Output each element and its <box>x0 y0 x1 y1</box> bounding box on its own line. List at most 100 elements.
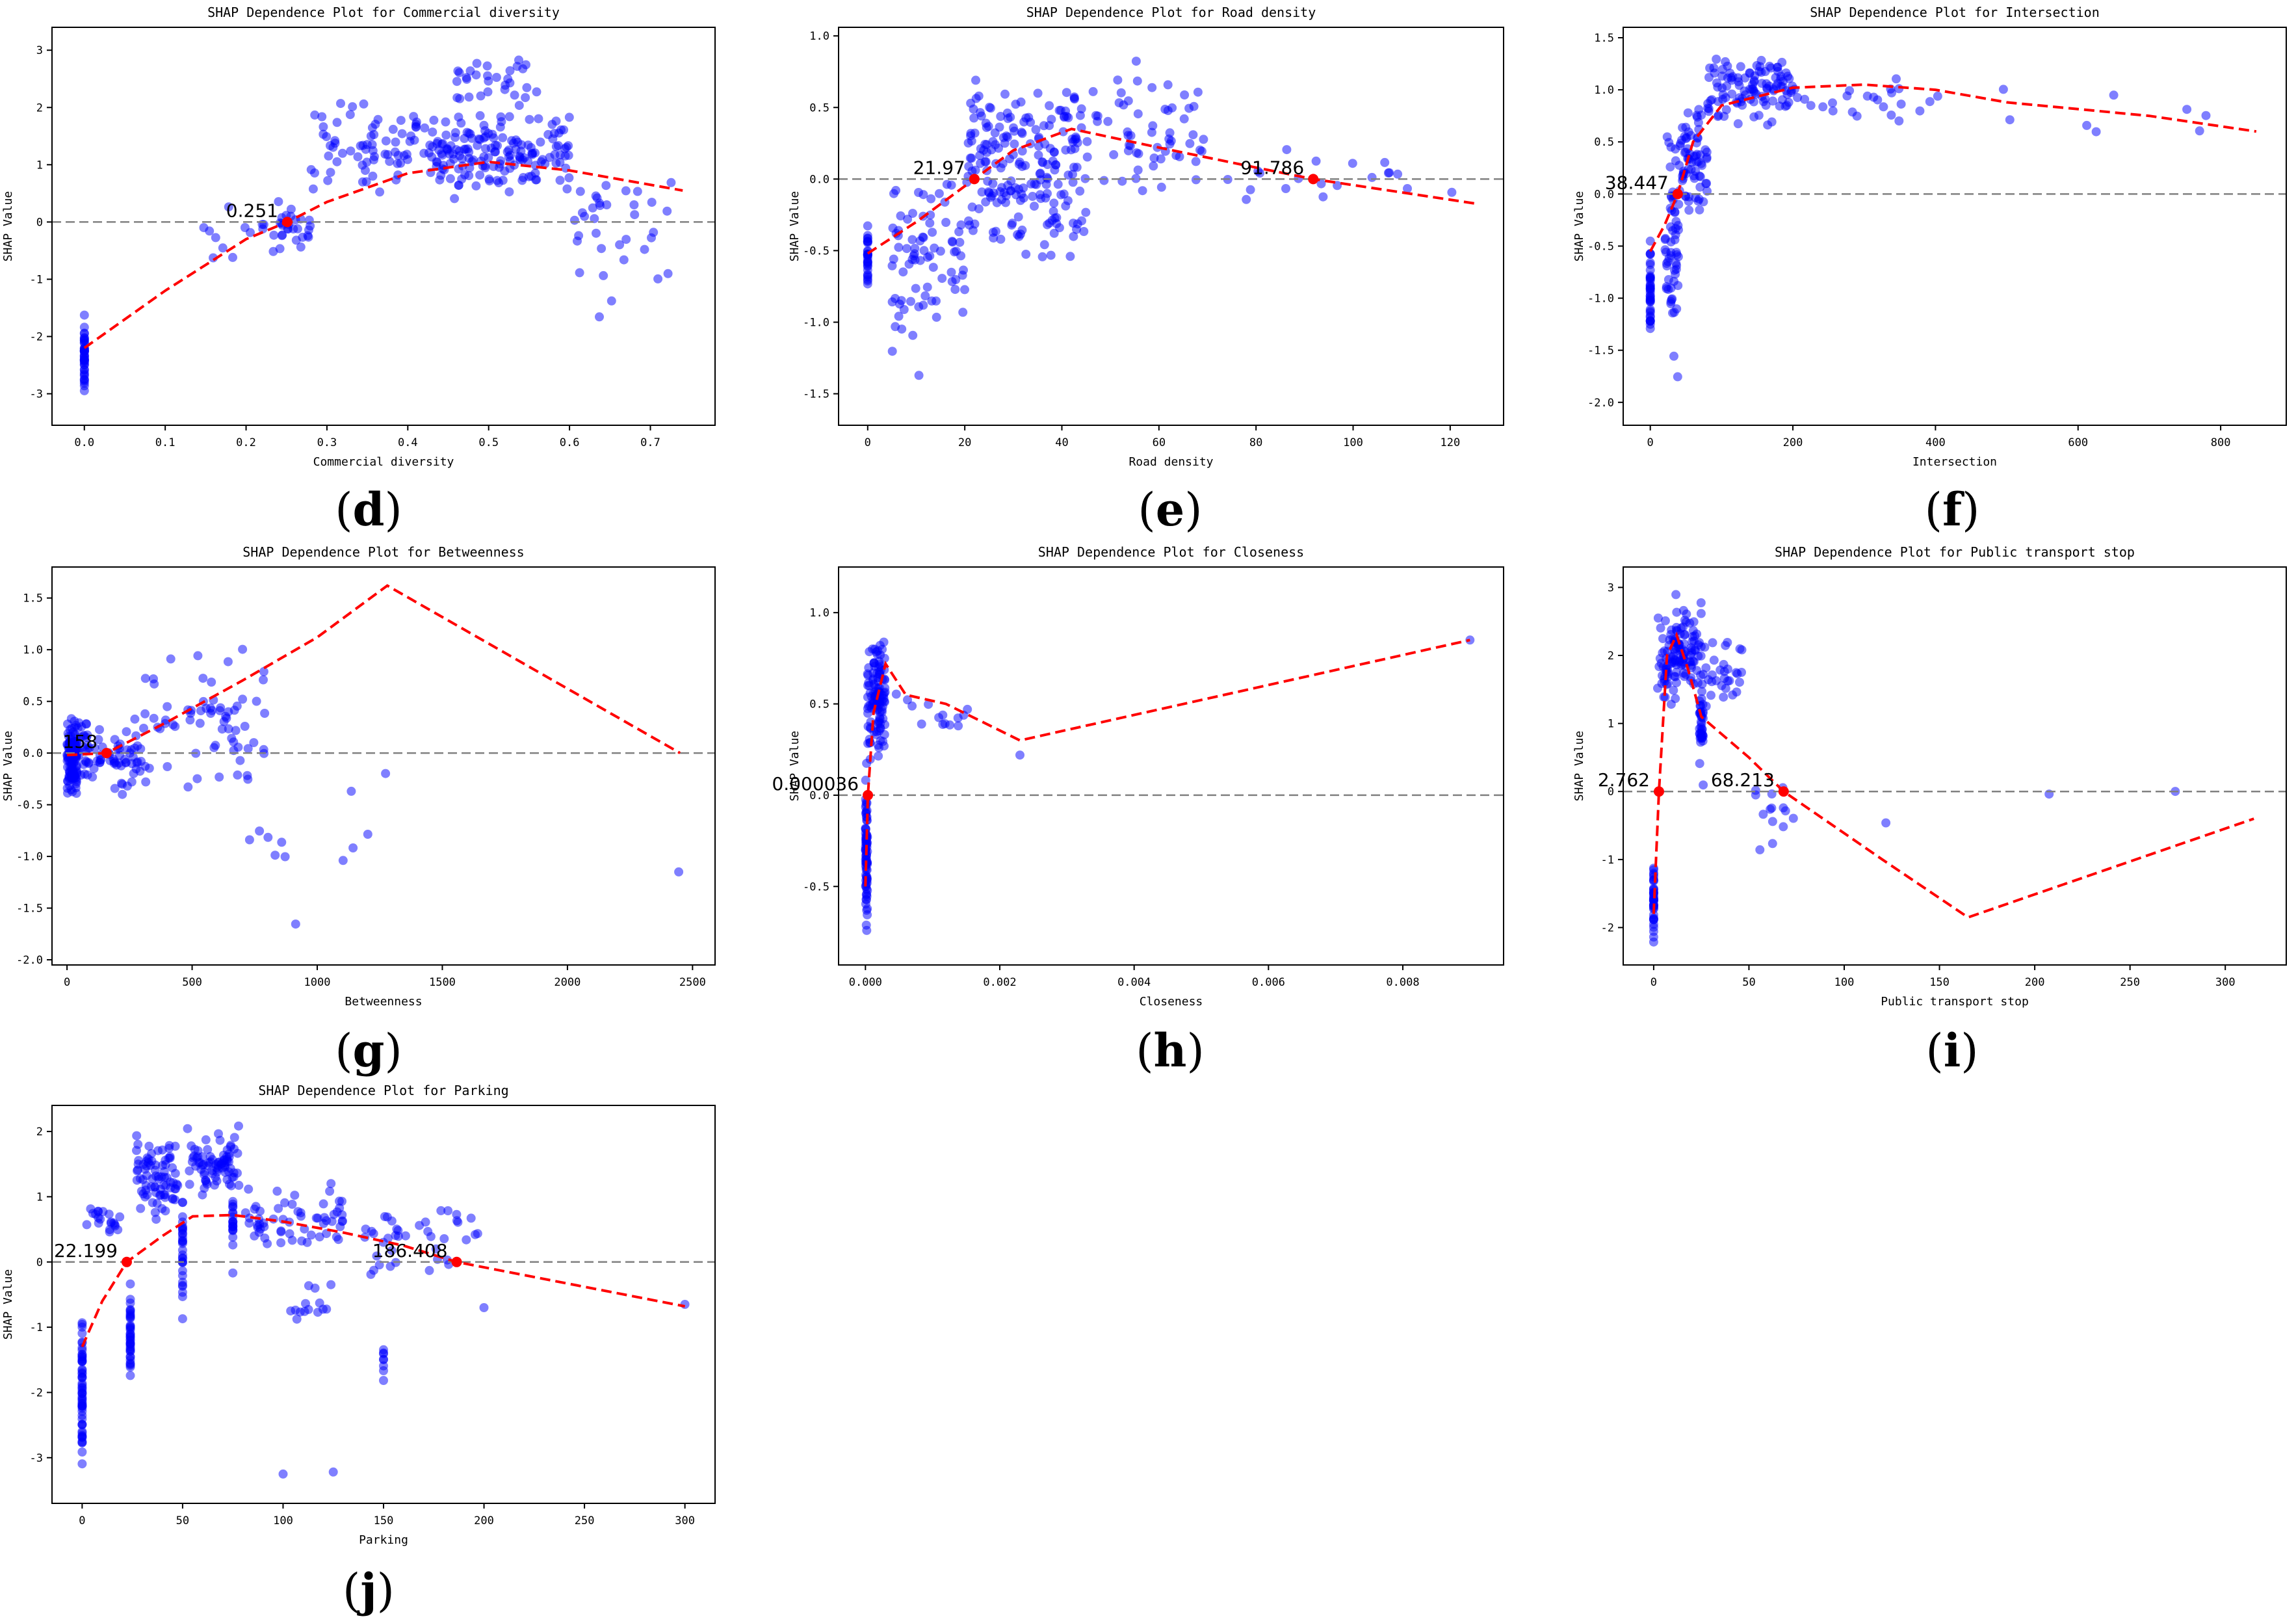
data-point <box>1695 205 1704 215</box>
data-point <box>195 719 205 728</box>
data-point <box>140 709 150 719</box>
data-point <box>203 1144 213 1154</box>
data-point <box>1925 97 1935 107</box>
data-point <box>551 142 561 152</box>
data-point <box>332 118 342 127</box>
data-point <box>83 740 92 750</box>
data-point <box>965 153 975 163</box>
data-point <box>1656 623 1665 633</box>
data-point <box>201 1135 211 1144</box>
data-point <box>67 761 77 771</box>
data-point <box>1017 129 1027 139</box>
data-point <box>527 150 537 159</box>
data-point <box>1663 665 1672 674</box>
data-point <box>1076 123 1086 133</box>
data-point <box>1680 630 1689 640</box>
data-point <box>1779 822 1788 832</box>
data-point <box>629 200 639 209</box>
data-point <box>276 1238 286 1248</box>
chart-title: SHAP Dependence Plot for Road density <box>1026 5 1316 20</box>
chart-title: SHAP Dependence Plot for Closeness <box>1038 544 1304 560</box>
data-point <box>1696 598 1706 607</box>
data-point <box>1708 638 1717 648</box>
data-point <box>548 134 558 144</box>
data-point <box>366 131 376 141</box>
data-point <box>348 843 358 852</box>
caption-paren-close: ) <box>1962 483 1979 536</box>
data-point <box>906 297 915 306</box>
data-point <box>1017 162 1027 172</box>
data-point <box>244 1219 254 1228</box>
data-point <box>562 142 571 152</box>
y-tick-label: 1.5 <box>1594 32 1614 45</box>
data-point <box>1704 107 1714 116</box>
data-point <box>1079 227 1089 236</box>
data-point <box>2195 126 2204 136</box>
data-point <box>938 720 948 730</box>
data-point <box>1058 127 1068 137</box>
data-point <box>494 178 504 187</box>
data-point <box>1645 297 1655 307</box>
data-point <box>216 703 226 713</box>
data-point <box>285 1229 294 1239</box>
data-point <box>1175 152 1184 161</box>
data-point <box>947 237 957 246</box>
y-axis-label: SHAP Value <box>1 731 15 801</box>
zero-crossing-label: 38.447 <box>1605 172 1669 193</box>
data-point <box>1684 205 1694 215</box>
data-point <box>1653 683 1662 693</box>
data-point <box>2201 111 2211 120</box>
data-point <box>525 114 534 124</box>
x-tick-label: 800 <box>2211 436 2231 449</box>
data-point <box>212 1176 222 1186</box>
data-point <box>530 168 540 178</box>
data-point <box>1697 687 1706 696</box>
data-point <box>1131 174 1141 183</box>
y-tick-label: 0.0 <box>809 173 829 186</box>
data-point <box>1768 96 1778 106</box>
data-point <box>511 144 521 154</box>
data-point <box>313 1213 322 1223</box>
data-point <box>874 751 883 761</box>
data-point <box>375 187 385 197</box>
data-point <box>359 99 369 109</box>
data-point <box>259 675 268 685</box>
data-point <box>125 1321 135 1330</box>
data-point <box>77 722 86 732</box>
data-point <box>1039 121 1049 131</box>
data-point <box>1723 638 1732 647</box>
data-point <box>1768 817 1777 826</box>
data-point <box>280 1198 289 1207</box>
data-point <box>1645 250 1655 259</box>
data-point <box>573 236 582 246</box>
data-point <box>1869 92 1879 102</box>
data-point <box>927 296 937 306</box>
data-point <box>161 715 170 725</box>
data-point <box>306 221 315 231</box>
data-point <box>77 1437 87 1446</box>
data-point <box>1778 82 1788 92</box>
data-point <box>1686 165 1696 174</box>
data-point <box>185 1166 194 1176</box>
data-point <box>1082 137 1092 146</box>
data-point <box>322 1216 332 1226</box>
data-point <box>277 231 287 241</box>
x-tick-label: 0.008 <box>1386 976 1419 989</box>
data-point <box>945 720 955 730</box>
data-point <box>319 1199 328 1209</box>
data-point <box>457 154 467 164</box>
data-point <box>185 715 195 725</box>
data-point <box>877 707 887 717</box>
data-point <box>1380 157 1390 167</box>
data-point <box>150 1182 160 1192</box>
data-point <box>1671 694 1680 704</box>
data-point <box>532 87 541 97</box>
panel-caption: (i) <box>1925 1023 1978 1077</box>
data-point <box>1695 759 1704 769</box>
data-point <box>887 261 897 270</box>
data-point <box>150 1165 160 1175</box>
data-point <box>988 228 998 237</box>
data-point <box>982 123 991 132</box>
axes-frame <box>838 27 1504 426</box>
data-point <box>1026 118 1036 127</box>
